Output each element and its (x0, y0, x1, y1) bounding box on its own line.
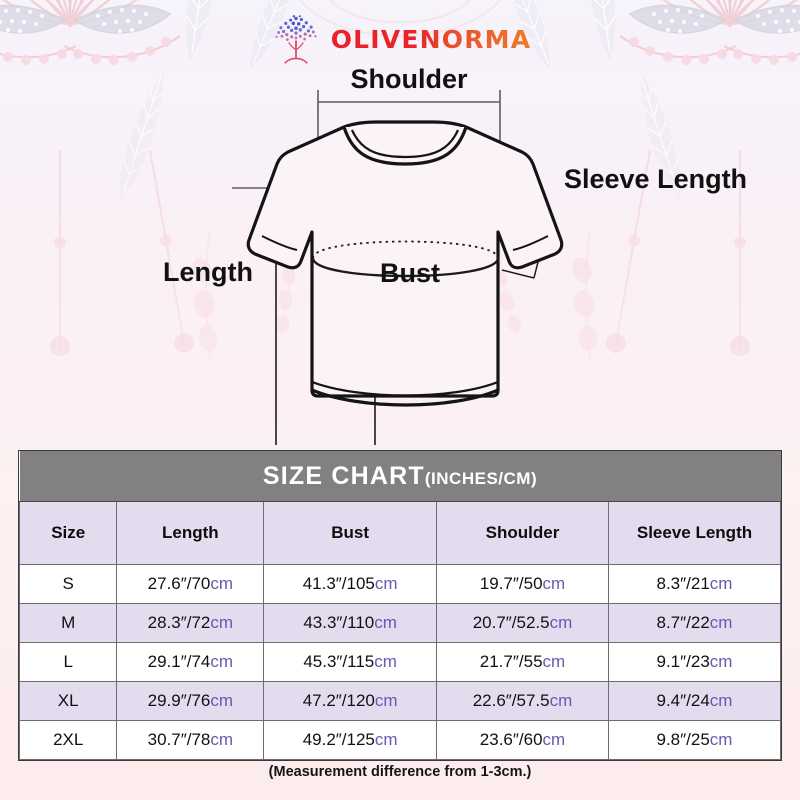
cell-shoulder: 22.6″/57.5cm (436, 681, 609, 721)
shoulder-label: Shoulder (350, 64, 467, 94)
table-header-row: Size Length Bust Shoulder Sleeve Length (18, 501, 782, 565)
table-row: L 29.1″/74cm 45.3″/115cm 21.7″/55cm 9.1″… (18, 642, 782, 682)
column-header-size: Size (18, 501, 118, 565)
table-row: M 28.3″/72cm 43.3″/110cm 20.7″/52.5cm 8.… (18, 603, 782, 643)
sleeve-length-label: Sleeve Length (564, 164, 747, 194)
table-title-row: SIZE CHART(INCHES/CM) (19, 451, 781, 502)
cell-bust: 43.3″/110cm (263, 603, 437, 643)
table-title-main: SIZE CHART (262, 461, 425, 490)
brand-name: OLIVENORMA (330, 24, 532, 54)
tshirt-measurement-diagram: Shoulder Sleeve Length Length Bust (0, 60, 800, 445)
cell-length: 29.9″/76cm (116, 681, 265, 721)
table-row: S 27.6″/70cm 41.3″/105cm 19.7″/50cm 8.3″… (18, 564, 782, 604)
tshirt-outline (246, 120, 564, 407)
table-title-sub: (INCHES/CM) (424, 468, 538, 488)
column-header-length: Length (116, 501, 265, 565)
cell-size: 2XL (18, 720, 118, 760)
table-row: XL 29.9″/76cm 47.2″/120cm 22.6″/57.5cm 9… (18, 681, 782, 721)
cell-sleeve-length: 9.8″/25cm (607, 720, 782, 760)
column-header-shoulder: Shoulder (436, 501, 609, 565)
cell-size: L (18, 642, 118, 682)
cell-length: 27.6″/70cm (116, 564, 265, 604)
cell-sleeve-length: 9.4″/24cm (607, 681, 782, 721)
brand-logo: OLIVENORMA (0, 8, 800, 70)
cell-length: 30.7″/78cm (116, 720, 265, 760)
table-row: 2XL 30.7″/78cm 49.2″/125cm 23.6″/60cm 9.… (18, 720, 782, 760)
cell-length: 29.1″/74cm (116, 642, 265, 682)
cell-size: S (18, 564, 118, 604)
cell-size: XL (18, 681, 118, 721)
cell-shoulder: 19.7″/50cm (436, 564, 609, 604)
bust-label: Bust (380, 258, 440, 288)
cell-shoulder: 23.6″/60cm (436, 720, 609, 760)
cell-sleeve-length: 8.7″/22cm (607, 603, 782, 643)
length-label: Length (163, 257, 253, 287)
cell-sleeve-length: 9.1″/23cm (607, 642, 782, 682)
size-chart-table-container: SIZE CHART(INCHES/CM) Size Length Bust S… (18, 450, 782, 761)
size-chart-table: SIZE CHART(INCHES/CM) Size Length Bust S… (18, 451, 782, 760)
tree-logo-icon (275, 15, 317, 64)
cell-bust: 49.2″/125cm (263, 720, 437, 760)
cell-shoulder: 21.7″/55cm (436, 642, 609, 682)
cell-length: 28.3″/72cm (116, 603, 265, 643)
cell-bust: 47.2″/120cm (263, 681, 437, 721)
column-header-sleeve-length: Sleeve Length (607, 501, 782, 565)
cell-bust: 45.3″/115cm (263, 642, 437, 682)
cell-sleeve-length: 8.3″/21cm (607, 564, 782, 604)
column-header-bust: Bust (263, 501, 437, 565)
cell-size: M (18, 603, 118, 643)
table-title-cell: SIZE CHART(INCHES/CM) (19, 451, 781, 502)
bust-guide (311, 240, 500, 278)
measurement-note: (Measurement difference from 1-3cm.) (268, 764, 532, 780)
cell-shoulder: 20.7″/52.5cm (436, 603, 609, 643)
cell-bust: 41.3″/105cm (263, 564, 437, 604)
